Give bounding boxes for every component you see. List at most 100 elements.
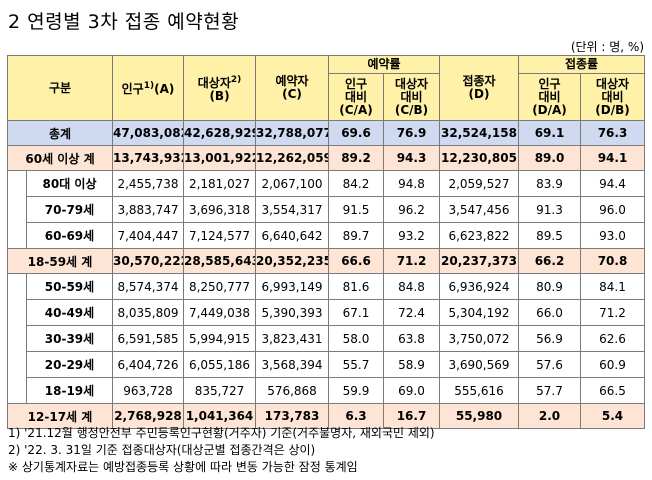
- cell-r1: 6.3: [328, 403, 384, 429]
- cell-tgt: 28,585,643: [183, 248, 256, 274]
- table-row: 60세 이상 계 13,743,932 13,001,922 12,262,059 89…: [7, 145, 645, 171]
- cell-pop: 963,728: [112, 377, 184, 404]
- cell-v2: 5.4: [580, 403, 645, 429]
- cell-res: 6,640,642: [255, 222, 329, 249]
- cell-tgt: 6,055,186: [183, 351, 256, 378]
- cell-pop: 8,574,374: [112, 273, 184, 300]
- cell-v1: 91.3: [518, 196, 581, 223]
- table-row: 12-17세 계 2,768,928 1,041,364 173,783 6.3 16.7…: [7, 403, 645, 429]
- table-row: 30-39세 6,591,585 5,994,915 3,823,431 58.0 63.…: [7, 325, 645, 352]
- cell-r1: 89.2: [328, 145, 384, 171]
- indent-cell: [7, 377, 27, 404]
- header-vaccinated: 접종자 (D): [439, 55, 519, 121]
- indent-cell: [7, 299, 27, 326]
- cell-r2: 84.8: [383, 273, 440, 300]
- cell-v2: 84.1: [580, 273, 645, 300]
- footnote-1: 1) '21.12월 행정안전부 주민등록인구현황(거주자) 기준(거주불명자,…: [8, 426, 435, 440]
- cell-vac: 3,750,072: [439, 325, 519, 352]
- indent-cell: [7, 273, 27, 300]
- cell-r2: 96.2: [383, 196, 440, 223]
- row-label: 12-17세 계: [7, 403, 113, 429]
- cell-vac: 12,230,805: [439, 145, 519, 171]
- header-target: 대상자2) (B): [183, 55, 256, 121]
- cell-r1: 69.6: [328, 120, 384, 146]
- cell-vac: 3,690,569: [439, 351, 519, 378]
- cell-res: 6,993,149: [255, 273, 329, 300]
- cell-v1: 89.0: [518, 145, 581, 171]
- cell-vac: 6,623,822: [439, 222, 519, 249]
- cell-v2: 94.4: [580, 170, 645, 197]
- cell-r1: 58.0: [328, 325, 384, 352]
- cell-v2: 93.0: [580, 222, 645, 249]
- cell-r2: 58.9: [383, 351, 440, 378]
- cell-res: 3,568,394: [255, 351, 329, 378]
- cell-v2: 62.6: [580, 325, 645, 352]
- indent-cell: [7, 222, 27, 249]
- cell-r2: 93.2: [383, 222, 440, 249]
- header-rate-target: 대상자 대비 (C/B): [383, 73, 440, 121]
- cell-r1: 91.5: [328, 196, 384, 223]
- cell-tgt: 5,994,915: [183, 325, 256, 352]
- table-row: 40-49세 8,035,809 7,449,038 5,390,393 67.1 72.…: [7, 299, 645, 326]
- cell-v1: 83.9: [518, 170, 581, 197]
- indent-cell: [7, 196, 27, 223]
- cell-res: 20,352,235: [255, 248, 329, 274]
- cell-v2: 66.5: [580, 377, 645, 404]
- cell-v2: 70.8: [580, 248, 645, 274]
- row-label: 60-69세: [26, 222, 113, 249]
- cell-res: 12,262,059: [255, 145, 329, 171]
- page-title: 2 연령별 3차 접종 예약현황: [8, 11, 240, 33]
- table-row: 20-29세 6,404,726 6,055,186 3,568,394 55.7 58.…: [7, 351, 645, 378]
- cell-v2: 76.3: [580, 120, 645, 146]
- cell-r1: 89.7: [328, 222, 384, 249]
- cell-v1: 56.9: [518, 325, 581, 352]
- cell-res: 2,067,100: [255, 170, 329, 197]
- cell-pop: 47,083,082: [112, 120, 184, 146]
- cell-r2: 94.3: [383, 145, 440, 171]
- cell-pop: 30,570,222: [112, 248, 184, 274]
- cell-v1: 2.0: [518, 403, 581, 429]
- cell-v1: 80.9: [518, 273, 581, 300]
- indent-cell: [7, 351, 27, 378]
- footnote-3: ※ 상기통계자료는 예방접종등록 상황에 따라 변동 가능한 잠정 통계임: [8, 460, 358, 474]
- unit-label: (단위 : 명, %): [570, 40, 644, 54]
- cell-r2: 71.2: [383, 248, 440, 274]
- cell-vac: 3,547,456: [439, 196, 519, 223]
- cell-res: 32,788,077: [255, 120, 329, 146]
- table-body: 총계 47,083,082 42,628,929 32,788,077 69.6 76.9…: [7, 120, 645, 429]
- cell-r2: 72.4: [383, 299, 440, 326]
- cell-r2: 16.7: [383, 403, 440, 429]
- header-population: 인구1)(A): [112, 55, 184, 121]
- cell-r1: 67.1: [328, 299, 384, 326]
- row-label: 50-59세: [26, 273, 113, 300]
- cell-r2: 76.9: [383, 120, 440, 146]
- footnote-2: 2) '22. 3. 31일 기준 접종대상자(대상군별 접종간격은 상이): [8, 443, 316, 457]
- cell-r2: 69.0: [383, 377, 440, 404]
- header-vrate-pop: 인구 대비 (D/A): [518, 73, 581, 121]
- cell-vac: 32,524,158: [439, 120, 519, 146]
- indent-cell: [7, 325, 27, 352]
- table-row: 18-19세 963,728 835,727 576,868 59.9 69.0 555,6…: [7, 377, 645, 404]
- cell-tgt: 7,124,577: [183, 222, 256, 249]
- cell-r1: 59.9: [328, 377, 384, 404]
- cell-pop: 3,883,747: [112, 196, 184, 223]
- table-row: 60-69세 7,404,447 7,124,577 6,640,642 89.7 93.…: [7, 222, 645, 249]
- table-row: 18-59세 계 30,570,222 28,585,643 20,352,235 66…: [7, 248, 645, 274]
- row-label: 총계: [7, 120, 113, 146]
- footnotes: 1) '21.12월 행정안전부 주민등록인구현황(거주자) 기준(거주불명자,…: [8, 425, 435, 476]
- cell-tgt: 3,696,318: [183, 196, 256, 223]
- indent-cell: [7, 170, 27, 197]
- row-label: 80대 이상: [26, 170, 113, 197]
- cell-r1: 84.2: [328, 170, 384, 197]
- cell-r2: 63.8: [383, 325, 440, 352]
- header-vaccination-rate: 접종률: [518, 55, 645, 74]
- vaccination-table: 구분 인구1)(A) 대상자2) (B) 예약자 (C) 예약률 접종자 (D) 접종…: [7, 55, 645, 429]
- cell-tgt: 1,041,364: [183, 403, 256, 429]
- cell-v1: 66.0: [518, 299, 581, 326]
- cell-v1: 57.7: [518, 377, 581, 404]
- cell-res: 576,868: [255, 377, 329, 404]
- cell-vac: 5,304,192: [439, 299, 519, 326]
- cell-tgt: 42,628,929: [183, 120, 256, 146]
- cell-r2: 94.8: [383, 170, 440, 197]
- cell-tgt: 7,449,038: [183, 299, 256, 326]
